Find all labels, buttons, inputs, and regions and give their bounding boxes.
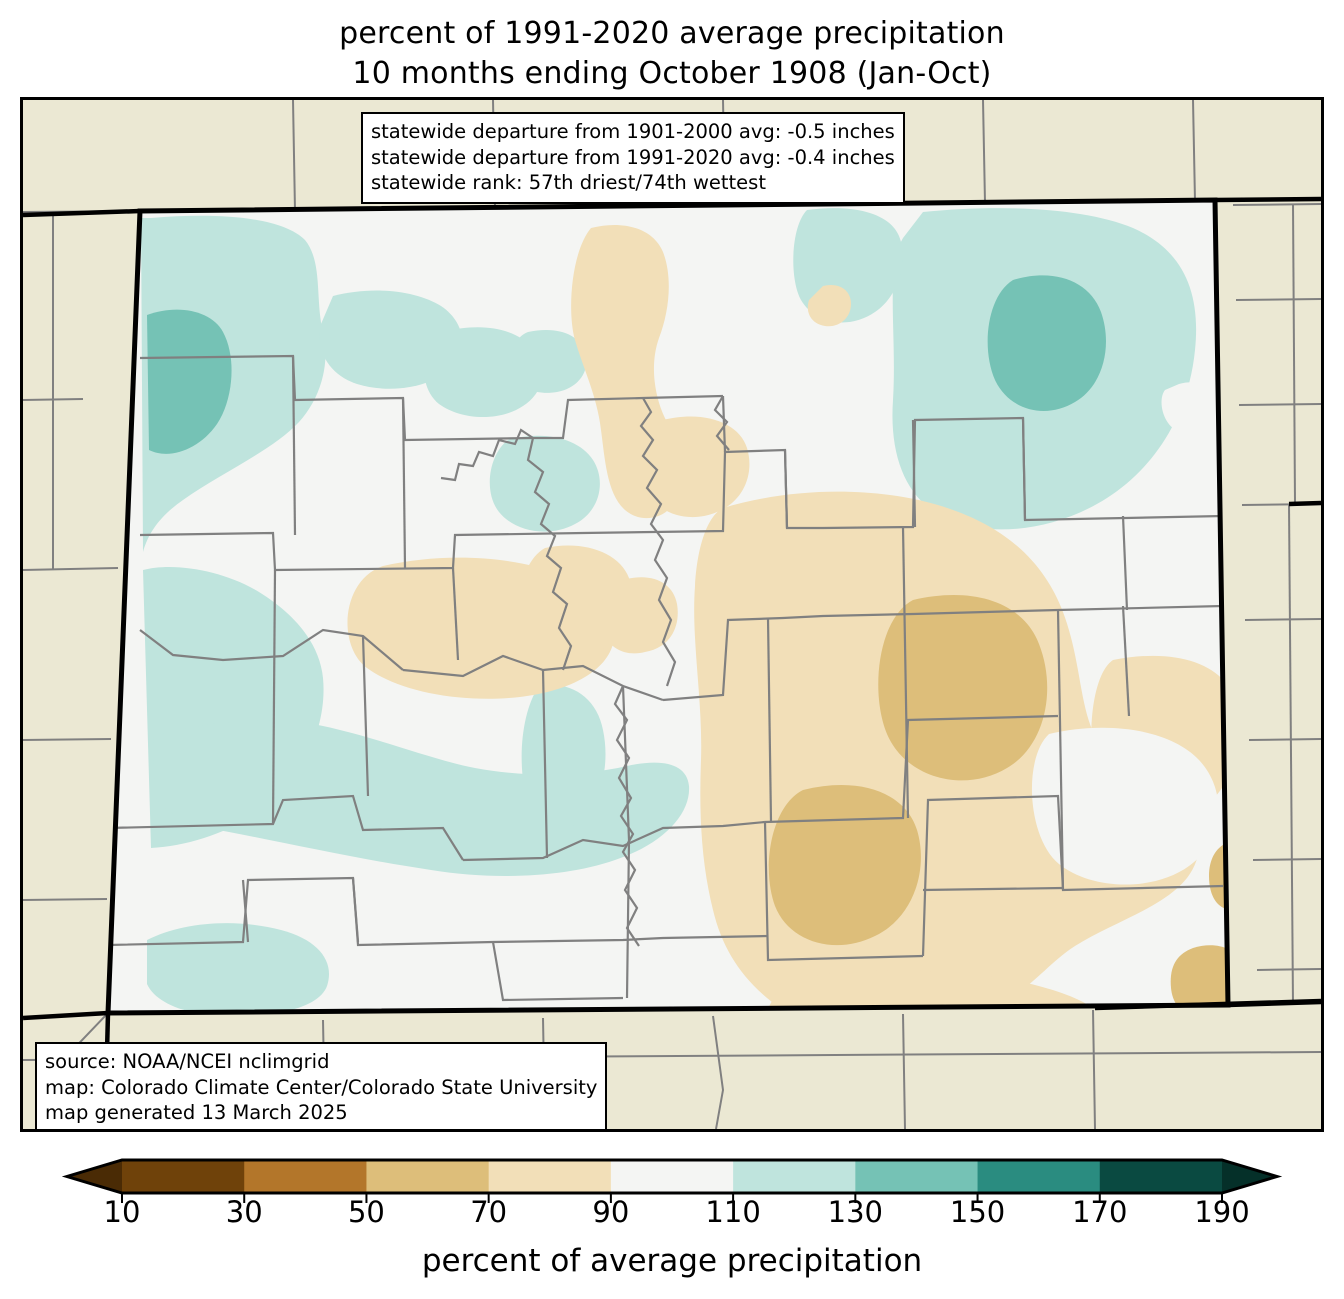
page-title: percent of 1991-2020 average precipitati…	[0, 14, 1344, 94]
colorbar-tick-label: 90	[592, 1195, 630, 1229]
colorbar: 10 30 50 70 90 110 130 150 170 190 percent of ave…	[0, 1150, 1344, 1299]
colorado-county-lines	[108, 354, 1228, 1006]
colorbar-tick-label: 50	[347, 1195, 385, 1229]
colorbar-tick-labels: 10 30 50 70 90 110 130 150 170 190	[0, 1195, 1344, 1235]
page-title-line2: 10 months ending October 1908 (Jan-Oct)	[352, 56, 992, 91]
colorado-precipitation-map	[23, 100, 1321, 1129]
source-credit-box: source: NOAA/NCEI nclimgrid map: Colorad…	[35, 1042, 608, 1129]
band-90-110-pockets	[1031, 382, 1219, 885]
colorbar-segment	[244, 1160, 368, 1193]
colorbar-segment	[366, 1160, 490, 1193]
statewide-departure-1901-2000: statewide departure from 1901-2000 avg: …	[371, 120, 895, 143]
map-generated-line: map generated 13 March 2025	[45, 1101, 348, 1124]
colorbar-tick-label: 190	[1194, 1195, 1250, 1229]
colorbar-segment	[1099, 1160, 1223, 1193]
colorbar-tick-label: 70	[470, 1195, 508, 1229]
colorbar-segment	[610, 1160, 734, 1193]
colorbar-segment	[855, 1160, 979, 1193]
colorbar-swatches	[61, 1158, 1283, 1203]
statewide-summary-box: statewide departure from 1901-2000 avg: …	[361, 112, 905, 204]
colorado-interior	[108, 200, 1228, 1013]
colorbar-tick-label: 130	[827, 1195, 884, 1229]
colorbar-tick-label: 170	[1072, 1195, 1128, 1229]
colorbar-tick-label: 150	[949, 1195, 1006, 1229]
colorbar-segment	[122, 1160, 245, 1193]
colorbar-title: percent of average precipitation	[421, 1243, 923, 1279]
band-130-150-areas	[147, 275, 1106, 454]
source-line: source: NOAA/NCEI nclimgrid	[45, 1050, 330, 1073]
colorbar-outline	[61, 1158, 1283, 1195]
colorbar-segment	[977, 1160, 1101, 1193]
statewide-departure-1991-2020: statewide departure from 1991-2020 avg: …	[371, 145, 895, 169]
colorbar-segment	[488, 1160, 612, 1193]
colorbar-over-arrow	[1222, 1160, 1277, 1193]
colorbar-tick-label: 10	[103, 1195, 141, 1229]
colorbar-under-arrow	[67, 1160, 122, 1193]
map-frame: statewide departure from 1901-2000 avg: …	[20, 97, 1324, 1132]
statewide-rank: statewide rank: 57th driest/74th wettest	[371, 171, 766, 194]
page-title-line1: percent of 1991-2020 average precipitati…	[339, 16, 1005, 51]
colorbar-segment	[733, 1160, 856, 1193]
colorbar-tick-label: 110	[705, 1195, 761, 1229]
colorbar-tick-label: 30	[225, 1195, 263, 1229]
map-credit-line: map: Colorado Climate Center/Colorado St…	[45, 1075, 598, 1099]
